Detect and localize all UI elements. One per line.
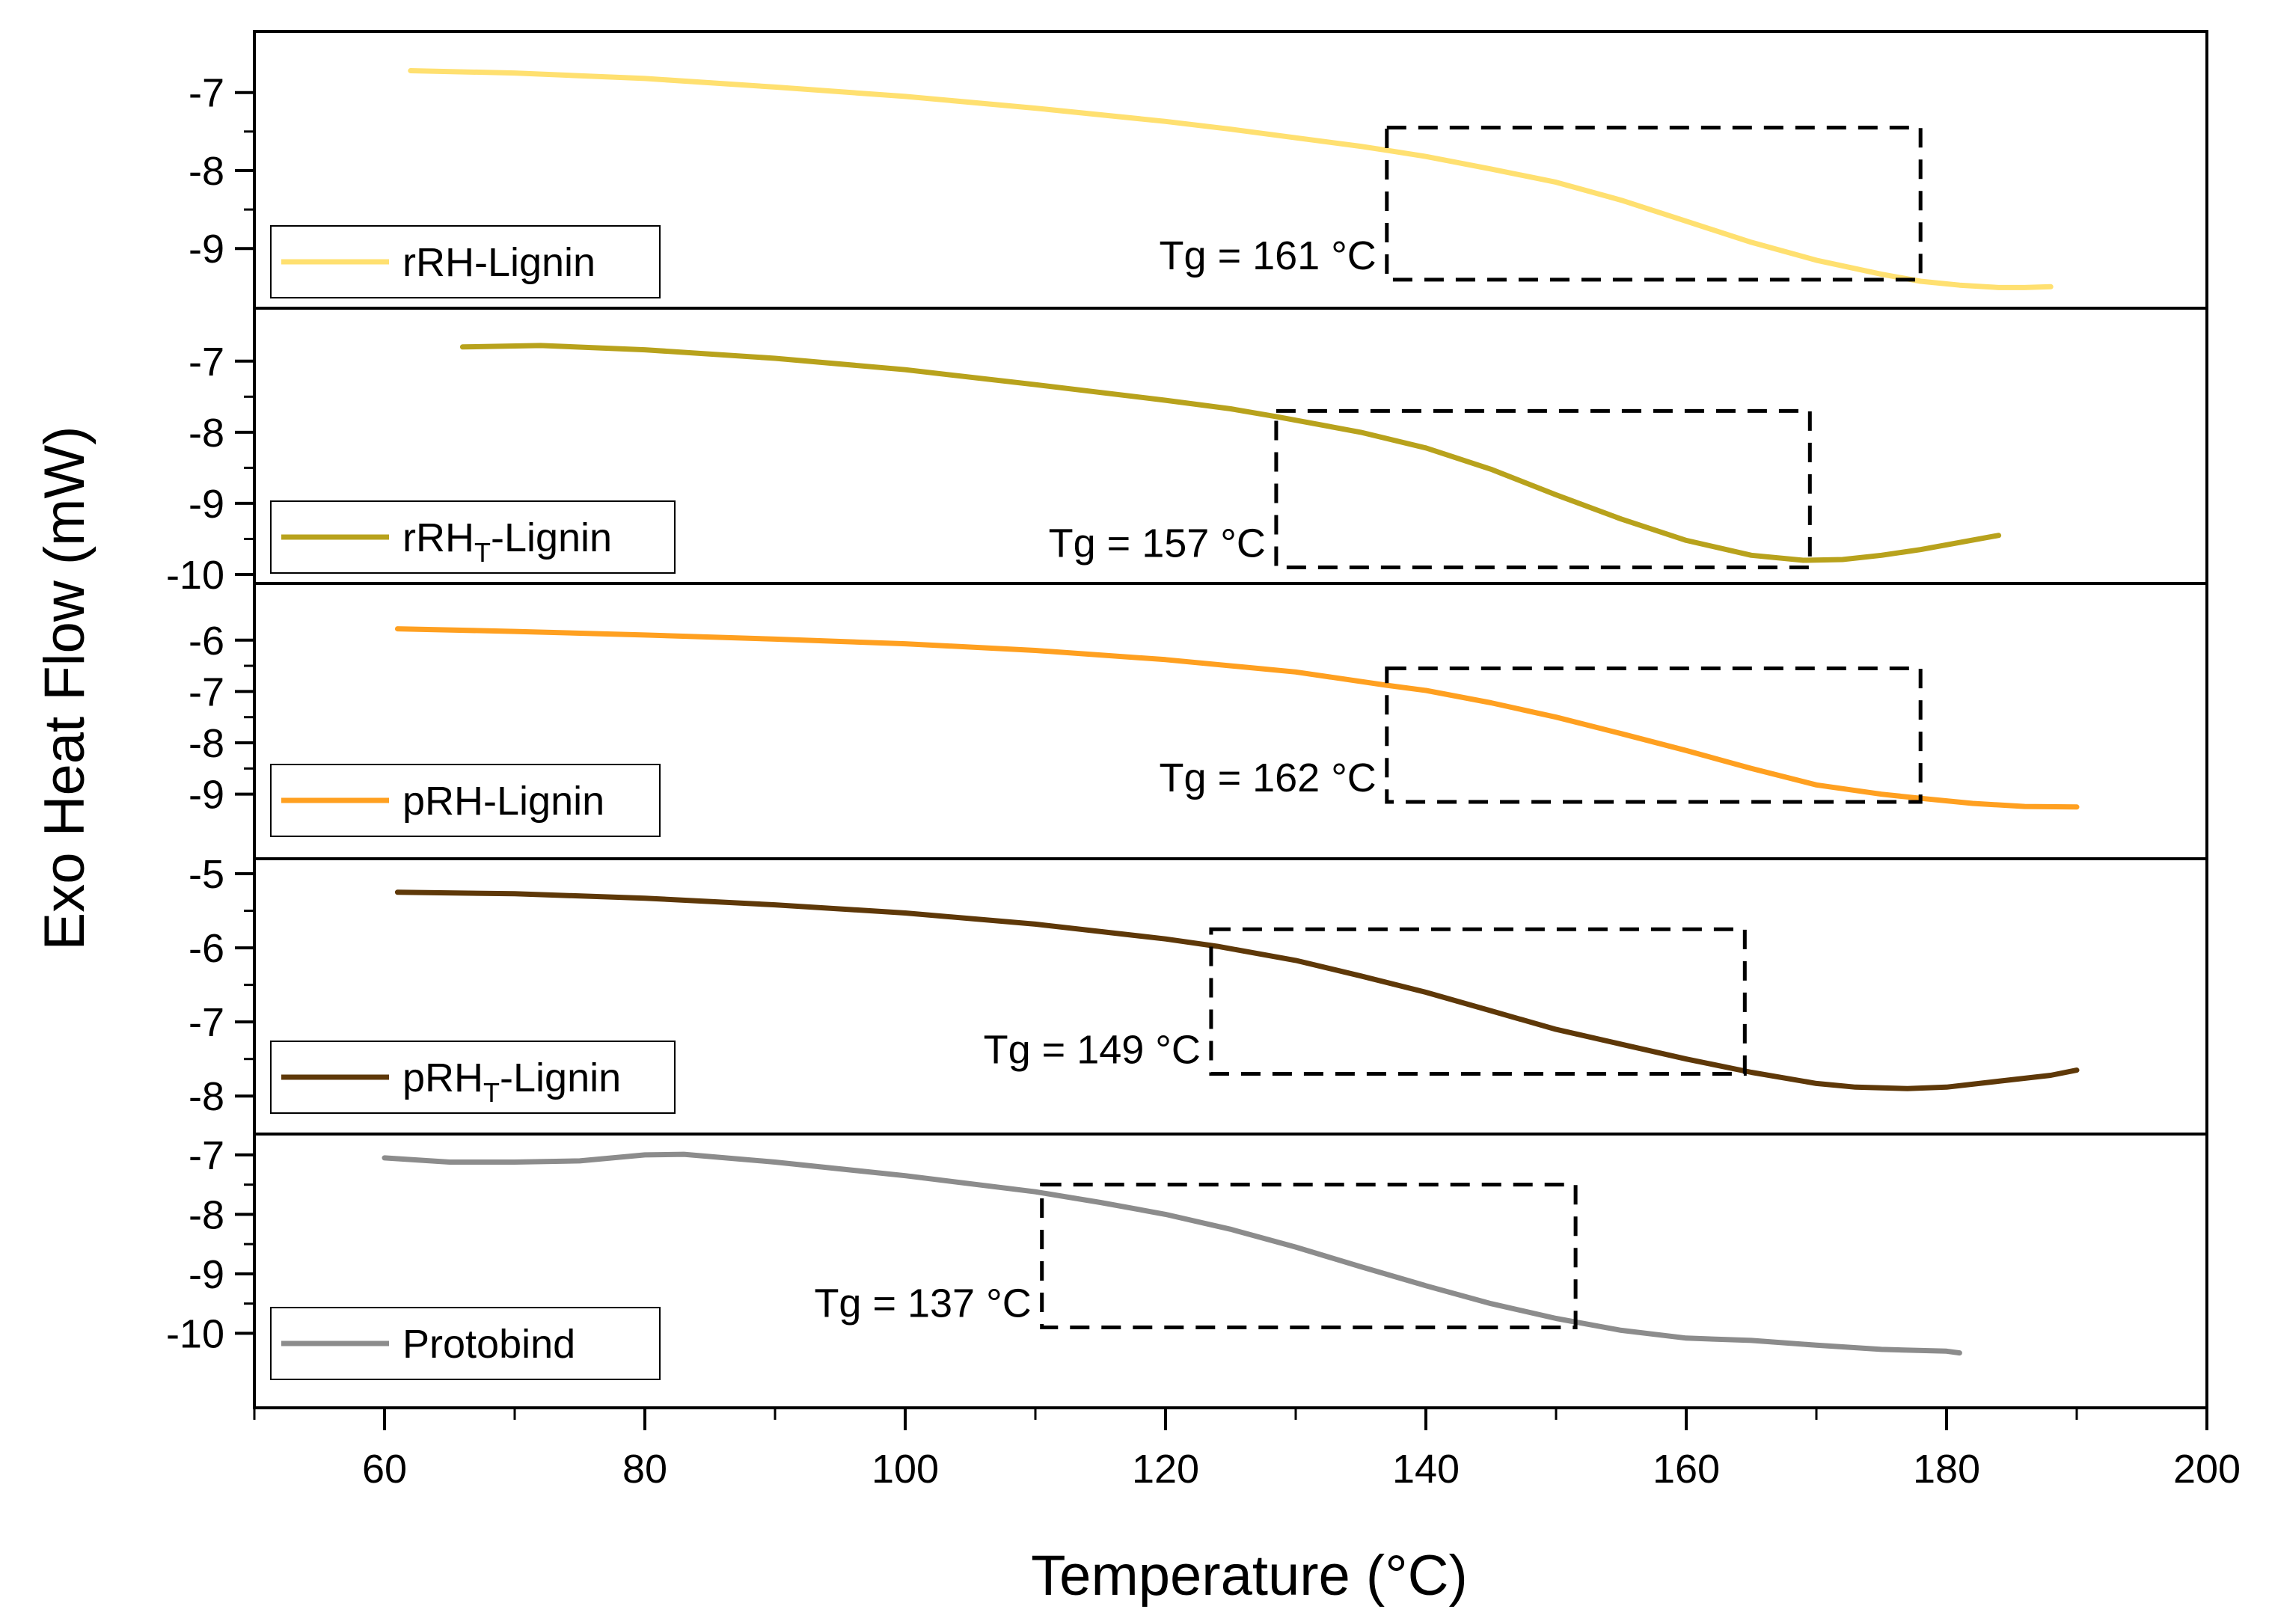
panel-2-tg-label: Tg = 157 °C <box>1049 521 1266 566</box>
panel-5-ytick-label: -8 <box>189 1192 224 1237</box>
panel-3-ytick-label: -7 <box>189 669 224 714</box>
panel-1-ytick-label: -8 <box>189 149 224 194</box>
panel-1-legend-label: rRH-Lignin <box>402 240 595 285</box>
x-tick-label: 160 <box>1653 1447 1720 1492</box>
panel-4: -5 -6 -7 -8 Tg = 149 °C pRHT-Lignin <box>189 852 2208 1136</box>
panels-layer: -7 -8 -9 Tg = 161 °C rRH-Lignin -7 -8 -9 -10 Tg =… <box>166 30 2208 1409</box>
x-tick-label: 200 <box>2173 1447 2241 1492</box>
panel-3-ytick-label: -8 <box>189 721 224 766</box>
panel-4-ytick-label: -6 <box>189 926 224 971</box>
panel-5-curve <box>382 1151 1962 1356</box>
x-tick-label: 180 <box>1913 1447 1980 1492</box>
panel-4-legend-label: pRHT-Lignin <box>402 1055 621 1108</box>
y-axis-title: Exo Heat Flow (mW) <box>33 426 97 951</box>
panel-1-ytick-label: -7 <box>189 71 224 116</box>
x-tick-label: 120 <box>1132 1447 1199 1492</box>
panel-4-ytick-label: -5 <box>189 852 224 897</box>
panel-4-tg-label: Tg = 149 °C <box>984 1028 1201 1073</box>
panel-5-tg-box <box>1040 1183 1578 1329</box>
panel-2-ytick-label: -10 <box>166 553 224 598</box>
panel-4-tg-box <box>1209 927 1747 1076</box>
panel-3-ytick-label: -9 <box>189 773 224 818</box>
panel-5: -7 -8 -9 -10 Tg = 137 °C Protobind <box>166 1133 2208 1409</box>
panel-2-legend-label: rRHT-Lignin <box>402 515 612 568</box>
panel-4-ytick-label: -8 <box>189 1074 224 1119</box>
x-tick-label: 60 <box>362 1447 407 1492</box>
panel-3-tg-label: Tg = 162 °C <box>1160 756 1377 800</box>
panel-1: -7 -8 -9 Tg = 161 °C rRH-Lignin <box>189 30 2208 310</box>
panel-5-ytick-label: -10 <box>166 1311 224 1356</box>
panel-2-ytick-label: -8 <box>189 411 224 456</box>
panel-5-legend-label: Protobind <box>402 1322 575 1367</box>
x-axis-title: Temperature (°C) <box>1031 1544 1468 1608</box>
panel-2-ytick-label: -9 <box>189 482 224 527</box>
x-tick-label: 140 <box>1392 1447 1460 1492</box>
panel-2: -7 -8 -9 -10 Tg = 157 °C rRHT-Lignin <box>166 307 2208 598</box>
panel-4-curve <box>394 889 2080 1091</box>
panel-3-legend-label: pRH-Lignin <box>402 779 604 824</box>
panel-1-curve <box>408 68 2054 290</box>
x-tick-label: 80 <box>622 1447 667 1492</box>
panel-3: -6 -7 -8 -9 Tg = 162 °C pRH-Lignin <box>189 582 2208 860</box>
panel-3-curve <box>394 626 2080 810</box>
panel-5-ytick-label: -9 <box>189 1252 224 1297</box>
panel-1-tg-box <box>1385 126 1923 282</box>
panel-2-ytick-label: -7 <box>189 340 224 384</box>
panel-3-ytick-label: -6 <box>189 619 224 664</box>
panel-5-tg-label: Tg = 137 °C <box>814 1281 1031 1326</box>
panel-1-ytick-label: -9 <box>189 227 224 272</box>
panel-3-tg-box <box>1385 667 1923 804</box>
panel-1-tg-label: Tg = 161 °C <box>1160 233 1377 278</box>
panel-5-ytick-label: -7 <box>189 1133 224 1178</box>
x-tick-label: 100 <box>872 1447 939 1492</box>
panel-4-ytick-label: -7 <box>189 1000 224 1045</box>
panel-2-curve <box>459 343 2002 563</box>
x-axis: 60 80 100 120 140 160 180 200 <box>253 1408 2241 1492</box>
panel-5-frame <box>253 1133 2208 1409</box>
panel-2-tg-box <box>1274 408 1812 569</box>
